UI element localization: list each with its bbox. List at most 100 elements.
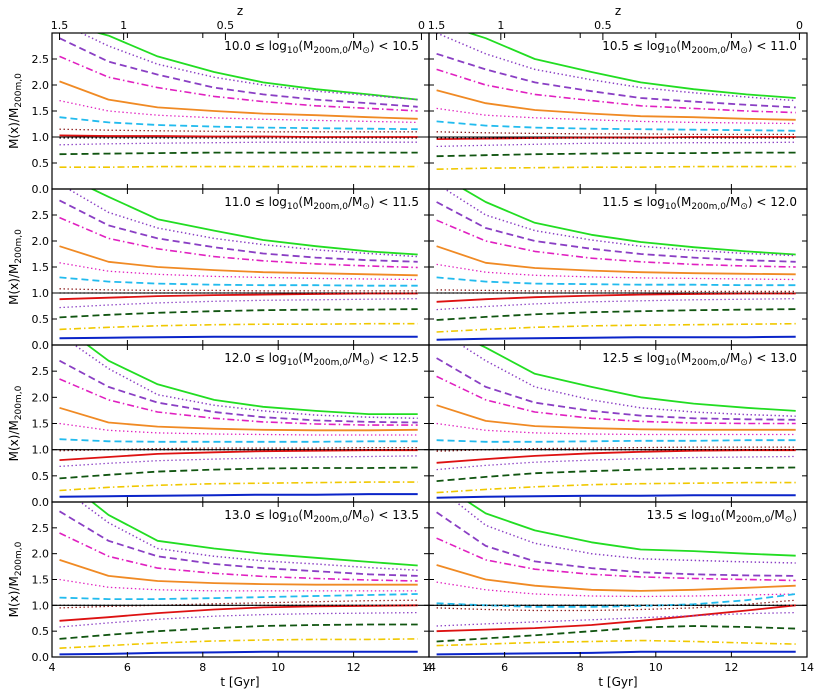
series-line-yellow-dashdot [59,481,418,492]
series-line-yellow-dashdot [59,638,418,649]
series-line-cyan-dashed [59,276,418,287]
series-line-magenta-dotted [436,422,796,436]
series-line-blue [436,650,796,656]
panel-5-series [52,345,429,498]
series-line-green [90,189,418,256]
series-line-purple-low-dotted [59,455,418,468]
series-line-orange [59,245,418,277]
top-z-tick-label: 0 [796,19,803,32]
series-line-yellow-dashdot [59,165,418,168]
y-tick-label: 0.0 [32,651,50,664]
panel-2-series [429,33,807,170]
series-line-orange [59,80,418,120]
series-line-orange [436,89,796,121]
series-line-blue [436,494,796,499]
x-tick-label: 10 [649,661,663,674]
series-line-brown-dotted [436,131,796,136]
panel-frame [428,32,808,190]
top-z-tick-label: 0.5 [594,19,612,32]
y-tick-label: 0.5 [32,470,50,483]
panel-mass-range-label: 11.0 ≤ log10(M200m,0/M⊙) < 11.5 [224,195,419,212]
top-z-tick-label: 0 [418,19,425,32]
series-line-brown-dotted [59,599,418,609]
y-tick-label: 1.0 [32,131,50,144]
series-line-purple-dashed [436,201,796,263]
series-line-magenta-dashdot [59,55,418,112]
series-line-darkgreen-dashed [59,151,418,156]
x-tick-label: 6 [124,661,131,674]
series-line-red [59,292,418,301]
panel-frame [428,188,808,346]
series-line-blue [59,493,418,498]
series-line-cyan-dashed [59,593,418,600]
x-axis-title-left: t [Gyr] [220,675,259,689]
series-line-purple-dotted [79,33,418,101]
y-tick-label: 2.0 [32,391,50,404]
x-tick-label: 4 [426,661,433,674]
series-line-cyan-dashed [436,120,796,132]
series-line-red [436,604,796,633]
series-line-brown-dotted [59,128,418,133]
y-tick-label: 1.0 [32,444,50,457]
series-line-magenta-dotted [436,581,796,598]
y-tick-label: 2.5 [32,209,50,222]
series-line-blue [59,335,418,340]
series-line-cyan-dashed [59,116,418,131]
panel-mass-range-label: 13.5 ≤ log10(M200m,0/M⊙) [647,508,797,525]
series-line-purple-dotted [66,189,418,258]
series-line-magenta-dotted [59,422,418,436]
panel-frame [51,32,430,190]
series-line-red [436,292,796,303]
series-line-red [59,604,418,622]
series-line-magenta-dotted [59,578,418,592]
y-tick-label: 2.0 [32,548,50,561]
y-tick-label: 1.5 [32,418,50,431]
series-line-purple-dashed [436,511,796,577]
y-tick-label: 1.5 [32,105,50,118]
series-line-orange [59,559,418,586]
y-tick-label: 0.5 [32,625,50,638]
series-line-purple-low-dotted [436,141,796,148]
series-line-magenta-dotted [59,99,418,124]
panel-mass-range-label: 12.5 ≤ log10(M200m,0/M⊙) < 13.0 [602,351,797,368]
series-line-purple-dashed [59,37,418,108]
series-line-green [461,189,796,256]
series-line-yellow-dashdot [436,322,796,333]
series-line-green [478,345,796,412]
top-z-tick-label: 1 [120,19,127,32]
series-line-darkgreen-dashed [59,623,418,640]
series-line-purple-low-dotted [59,141,418,146]
series-line-purple-dotted [73,345,418,420]
series-line-magenta-dashdot [59,532,418,582]
series-line-orange [436,564,796,592]
series-line-purple-dashed [436,52,796,109]
series-line-magenta-dashdot [436,375,796,425]
top-z-tick-label: 1 [497,19,504,32]
series-line-cyan-dashed [59,438,418,443]
series-line-purple-low-dotted [436,611,796,627]
top-axis-title-left: z [237,4,243,18]
series-line-magenta-dotted [59,262,418,281]
series-line-red [59,449,418,461]
series-line-red [59,134,418,138]
series-line-orange [436,245,796,276]
x-tick-label: 14 [422,661,436,674]
panel-6-series [429,345,807,499]
panel-8-series [429,502,807,656]
x-tick-label: 8 [199,661,206,674]
top-z-tick-label: 0.5 [217,19,235,32]
series-line-brown-dotted [436,289,796,293]
panel-mass-range-label: 13.0 ≤ log10(M200m,0/M⊙) < 13.5 [224,508,419,525]
y-tick-label: 2.5 [32,522,50,535]
series-line-purple-low-dotted [59,298,418,309]
y-tick-label: 0.0 [32,339,50,352]
series-line-green [466,502,796,557]
y-axis-title: M(x)/M200m,0 [7,73,24,149]
y-tick-label: 0.5 [32,157,50,170]
series-line-orange [436,404,796,431]
series-line-cyan-dashed [436,276,796,287]
series-line-magenta-dashdot [59,216,418,269]
y-tick-label: 1.5 [32,574,50,587]
series-line-green [466,33,796,99]
y-tick-label: 1.5 [32,261,50,274]
